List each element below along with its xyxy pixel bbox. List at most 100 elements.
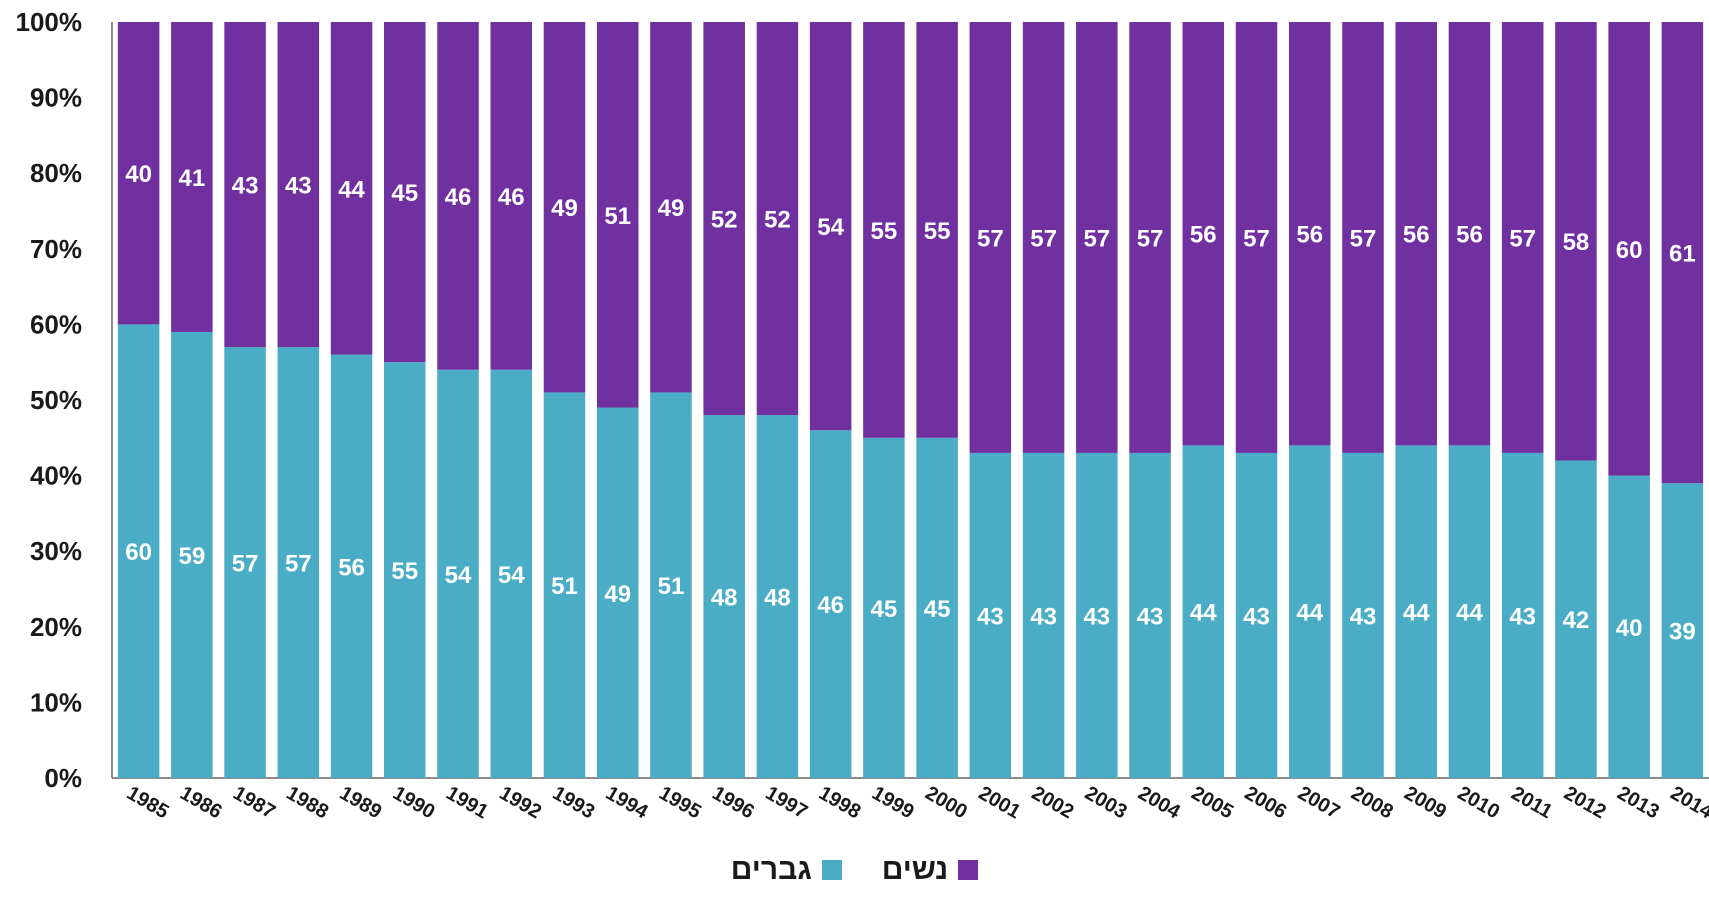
x-tick-label: 2004: [1134, 782, 1184, 824]
bar-women: [1235, 22, 1278, 453]
y-tick-label: 0%: [44, 763, 82, 793]
x-tick-label: 2007: [1294, 782, 1344, 823]
x-tick-label: 2011: [1507, 782, 1556, 823]
data-label-women: 56: [1296, 222, 1323, 249]
x-tick-label: 1996: [708, 782, 758, 823]
x-tick-label: 2010: [1454, 782, 1504, 823]
x-tick-label: 1988: [283, 782, 333, 823]
data-label-men: 51: [551, 573, 578, 600]
data-label-women: 55: [924, 218, 951, 245]
data-label-women: 57: [1137, 225, 1164, 252]
data-label-women: 58: [1563, 229, 1590, 256]
data-label-men: 56: [338, 554, 365, 581]
data-label-men: 44: [1403, 600, 1430, 627]
data-label-men: 42: [1563, 607, 1590, 634]
data-label-men: 54: [445, 562, 472, 589]
bar-women: [1076, 22, 1118, 453]
data-label-men: 48: [764, 585, 791, 612]
data-label-women: 43: [285, 173, 312, 200]
bar-men: [650, 392, 692, 778]
data-label-women: 46: [445, 184, 472, 211]
y-tick-label: 20%: [30, 612, 82, 642]
legend: נשים גברים: [0, 850, 1709, 890]
y-tick-label: 40%: [30, 461, 82, 491]
bar-women: [916, 22, 958, 438]
bar-men: [1076, 452, 1118, 778]
bar-women: [1448, 22, 1491, 446]
x-tick-label: 1999: [868, 782, 918, 823]
bar-men: [543, 392, 586, 778]
legend-label-men: גברים: [730, 853, 812, 886]
bar-men: [277, 347, 320, 778]
bar-women: [596, 22, 639, 408]
bar-men: [117, 324, 160, 778]
y-tick-label: 10%: [30, 687, 82, 717]
data-label-men: 43: [1030, 603, 1057, 630]
data-label-men: 44: [1190, 600, 1217, 627]
data-label-men: 46: [817, 592, 844, 619]
bar-women: [703, 22, 745, 416]
bar-men: [1501, 452, 1544, 778]
bar-men: [969, 452, 1012, 778]
bar-women: [171, 22, 213, 332]
y-tick-label: 70%: [30, 234, 82, 264]
bar-women: [650, 22, 692, 393]
bar-women: [1395, 22, 1437, 446]
data-label-women: 45: [391, 180, 418, 207]
bar-women: [1022, 22, 1065, 453]
bar-women: [1182, 22, 1225, 446]
bar-women: [224, 22, 266, 348]
bar-men: [809, 430, 852, 778]
bar-men: [1129, 452, 1171, 778]
data-label-women: 56: [1403, 222, 1430, 249]
y-tick-label: 60%: [30, 309, 82, 339]
bar-women: [330, 22, 373, 355]
x-tick-label: 2006: [1241, 782, 1291, 823]
y-tick-label: 80%: [30, 158, 82, 188]
y-tick-label: 50%: [30, 385, 82, 415]
bar-men: [703, 415, 745, 778]
bar-men: [1288, 445, 1331, 778]
data-label-women: 41: [178, 165, 205, 192]
data-label-women: 56: [1190, 222, 1217, 249]
x-tick-label: 1992: [495, 782, 545, 823]
x-tick-label: 2014: [1667, 782, 1709, 824]
y-tick-label: 100%: [16, 7, 83, 37]
x-tick-label: 1985: [123, 782, 173, 823]
bar-men: [1661, 483, 1704, 778]
data-label-men: 49: [604, 581, 631, 608]
bar-women: [1661, 22, 1704, 484]
data-label-women: 49: [551, 195, 578, 222]
data-label-men: 43: [1137, 603, 1164, 630]
data-label-men: 57: [232, 551, 259, 578]
data-label-men: 43: [1083, 603, 1110, 630]
data-label-men: 54: [498, 562, 525, 589]
data-label-women: 57: [1030, 225, 1057, 252]
data-label-men: 43: [1243, 603, 1270, 630]
data-label-women: 49: [658, 195, 685, 222]
data-label-men: 51: [658, 573, 685, 600]
data-label-women: 57: [977, 225, 1004, 252]
x-tick-label: 1994: [602, 782, 652, 824]
x-tick-label: 2012: [1560, 782, 1610, 823]
x-tick-label: 2009: [1400, 782, 1450, 823]
data-label-women: 57: [1350, 225, 1377, 252]
x-tick-label: 2008: [1347, 782, 1397, 823]
data-label-women: 51: [604, 203, 631, 230]
bar-women: [1342, 22, 1384, 453]
legend-swatch-women: [958, 860, 979, 880]
bar-men: [1182, 445, 1225, 778]
data-label-men: 57: [285, 551, 312, 578]
bar-men: [1448, 445, 1491, 778]
bar-women: [1608, 22, 1650, 476]
bar-women: [490, 22, 533, 370]
data-label-men: 59: [178, 543, 205, 570]
bar-women: [277, 22, 320, 348]
data-label-women: 56: [1456, 222, 1483, 249]
x-tick-label: 1986: [176, 782, 226, 823]
data-label-men: 43: [977, 603, 1004, 630]
bar-men: [171, 331, 213, 778]
data-label-men: 48: [711, 585, 738, 612]
data-label-women: 57: [1083, 225, 1110, 252]
x-tick-label: 1997: [762, 782, 812, 823]
